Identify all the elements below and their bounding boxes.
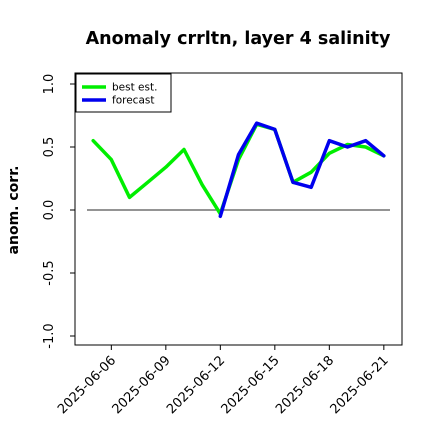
legend: best est. forecast bbox=[75, 73, 172, 113]
x-axis: 2025-06-062025-06-092025-06-122025-06-15… bbox=[55, 345, 392, 417]
y-tick-label: 0.0 bbox=[42, 200, 57, 221]
y-tick-label: 1.0 bbox=[42, 74, 57, 95]
x-tick-label: 2025-06-21 bbox=[328, 353, 392, 417]
chart-title: Anomaly crrltn, layer 4 salinity bbox=[86, 29, 391, 49]
series-layer bbox=[91, 121, 386, 219]
plot-frame bbox=[74, 72, 403, 346]
y-tick-label: -1.0 bbox=[42, 323, 57, 348]
legend-label-forecast: forecast bbox=[112, 95, 154, 107]
y-tick-label: -0.5 bbox=[42, 260, 57, 285]
series-line-best-est bbox=[91, 122, 386, 216]
legend-box bbox=[75, 73, 172, 113]
series-line-forecast bbox=[218, 121, 386, 219]
y-axis: -1.0 -0.5 0.0 0.5 1.0 bbox=[42, 74, 75, 349]
y-axis-label: anom. corr. bbox=[6, 166, 22, 255]
legend-label-best-est: best est. bbox=[112, 82, 157, 94]
y-tick-label: 0.5 bbox=[42, 137, 57, 158]
